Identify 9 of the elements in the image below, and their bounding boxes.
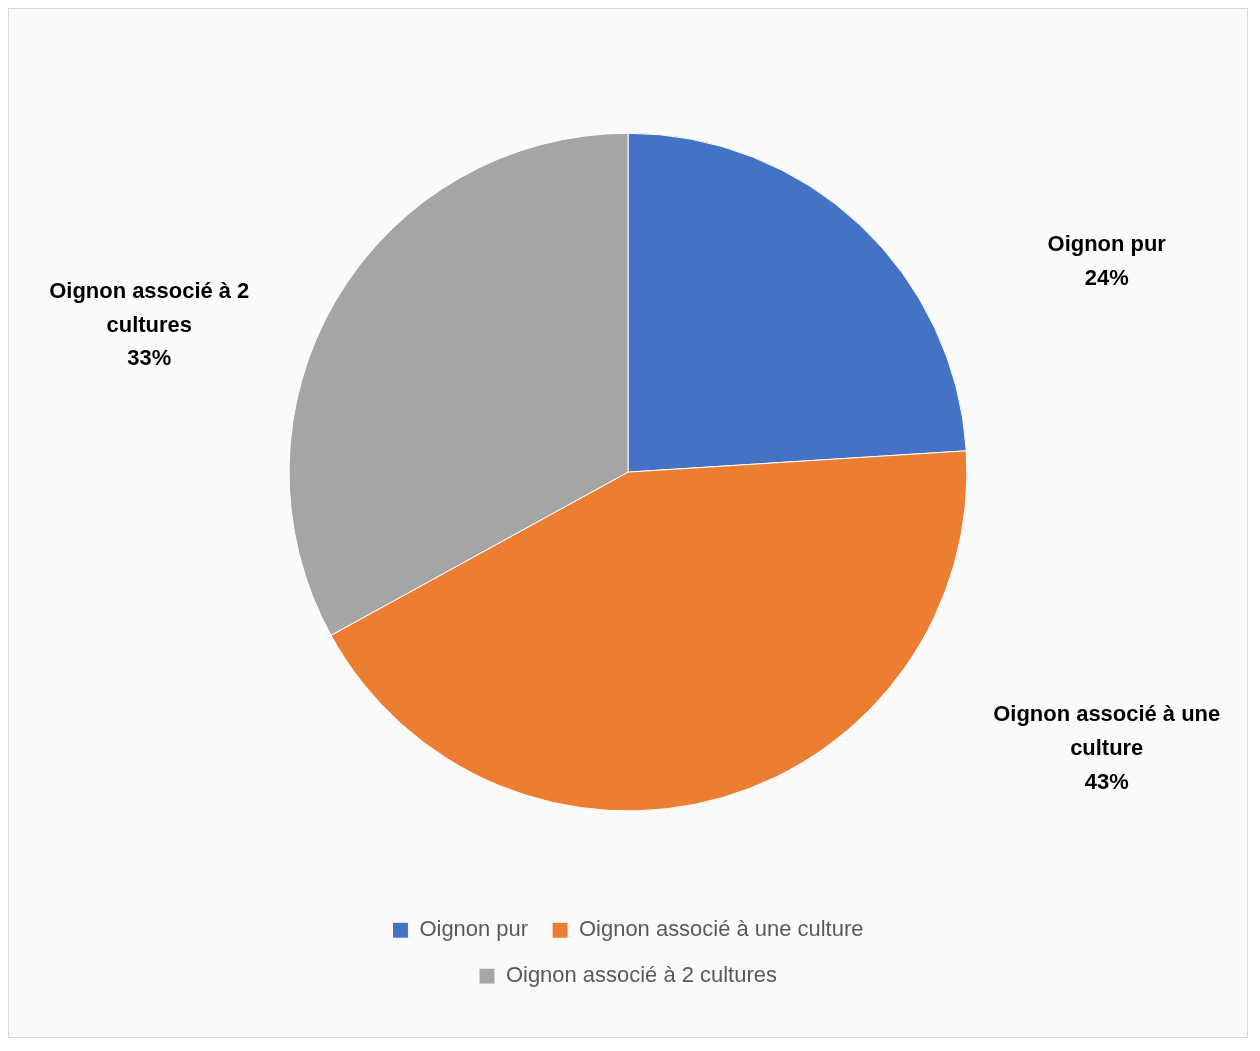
data-label: 24% [1084, 265, 1129, 291]
legend-label: Oignon pur [419, 916, 529, 942]
slice-label: Oignon associé à une culture [993, 700, 1221, 760]
data-label: 43% [1084, 768, 1129, 794]
slice-label: Oignon pur [1047, 231, 1167, 257]
slice-label: Oignon associé à 2 cultures [49, 277, 250, 337]
legend-label: Oignon associé à une culture [579, 916, 864, 942]
data-label: 33% [127, 345, 172, 371]
legend-label: Oignon associé à 2 cultures [505, 962, 777, 988]
